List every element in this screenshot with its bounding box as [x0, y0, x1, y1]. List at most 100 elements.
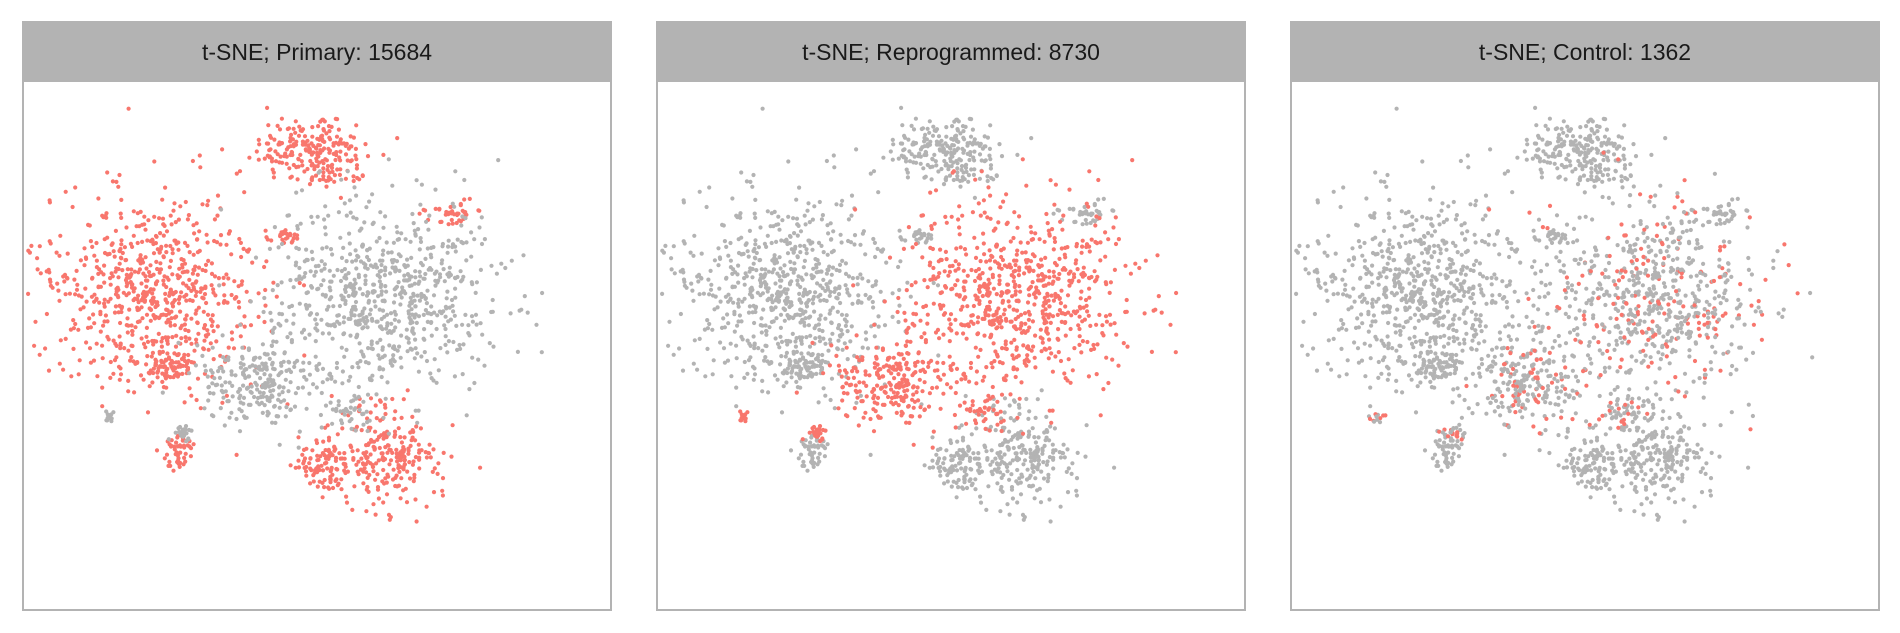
highlight-point — [141, 289, 146, 294]
highlight-point — [1077, 342, 1082, 347]
highlight-point — [376, 458, 381, 463]
highlight-point — [1013, 262, 1018, 268]
highlight-point — [894, 342, 899, 347]
highlight-point — [1033, 333, 1038, 338]
background-point — [925, 144, 930, 149]
background-point — [391, 300, 397, 305]
background-point — [291, 312, 296, 317]
highlight-point — [1085, 339, 1090, 345]
highlight-point — [912, 323, 917, 328]
background-point — [982, 134, 987, 139]
background-point — [716, 246, 721, 251]
background-point — [998, 509, 1003, 514]
highlight-point — [354, 123, 359, 128]
background-point — [784, 237, 789, 242]
highlight-point — [58, 338, 63, 343]
highlight-point — [154, 448, 160, 453]
background-point — [482, 237, 487, 242]
highlight-point — [173, 452, 178, 457]
background-point — [900, 123, 905, 128]
highlight-point — [875, 362, 880, 367]
background-point — [1013, 451, 1018, 456]
background-point — [785, 366, 790, 371]
highlight-point — [976, 412, 981, 417]
highlight-point — [1029, 348, 1034, 353]
background-point — [799, 341, 804, 346]
background-point — [408, 300, 413, 305]
background-point — [825, 267, 830, 272]
highlight-point — [928, 260, 933, 265]
background-point — [813, 290, 818, 295]
background-point — [935, 447, 941, 452]
background-point — [388, 361, 393, 366]
background-point — [819, 243, 824, 248]
background-point — [974, 426, 979, 431]
background-point — [349, 426, 354, 431]
background-point — [1074, 493, 1079, 498]
background-point — [786, 159, 791, 164]
highlight-point — [256, 137, 261, 142]
background-point — [212, 376, 217, 381]
background-point — [794, 336, 799, 341]
background-point — [995, 481, 1000, 486]
background-point — [931, 280, 936, 286]
highlight-point — [1100, 323, 1105, 328]
background-point — [487, 341, 492, 346]
background-point — [815, 443, 821, 448]
highlight-point — [87, 223, 92, 228]
highlight-point — [82, 246, 87, 251]
highlight-point — [151, 295, 156, 300]
highlight-point — [982, 374, 987, 379]
highlight-point — [351, 178, 356, 184]
highlight-point — [168, 258, 173, 263]
background-point — [803, 222, 808, 227]
background-point — [911, 140, 916, 145]
background-point — [811, 274, 816, 279]
highlight-point — [886, 394, 891, 400]
background-point — [802, 323, 807, 328]
highlight-point — [380, 479, 385, 484]
background-point — [453, 249, 458, 254]
background-point — [787, 357, 792, 362]
highlight-point — [923, 303, 929, 308]
highlight-point — [1050, 227, 1055, 232]
background-point — [109, 412, 114, 417]
highlight-point — [1071, 309, 1076, 314]
background-point — [1016, 433, 1021, 438]
highlight-point — [851, 375, 856, 380]
background-point — [323, 225, 328, 230]
background-point — [1005, 502, 1010, 507]
background-point — [854, 147, 859, 152]
highlight-point — [1065, 293, 1071, 298]
highlight-point — [286, 126, 292, 131]
background-point — [756, 245, 761, 250]
background-point — [996, 466, 1001, 471]
background-point — [1047, 455, 1052, 460]
background-point — [255, 387, 260, 392]
background-point — [903, 238, 908, 243]
background-point — [791, 250, 796, 255]
background-point — [210, 370, 215, 375]
highlight-point — [150, 380, 155, 385]
highlight-point — [811, 424, 817, 430]
highlight-point — [170, 247, 175, 252]
highlight-point — [1107, 312, 1113, 317]
highlight-point — [990, 254, 995, 259]
highlight-point — [1038, 335, 1043, 340]
highlight-point — [177, 464, 182, 469]
highlight-point — [363, 453, 368, 458]
background-point — [352, 277, 357, 282]
background-point — [1083, 454, 1088, 459]
background-point — [764, 328, 769, 334]
highlight-point — [205, 312, 211, 317]
background-point — [872, 334, 877, 339]
background-point — [798, 250, 803, 255]
highlight-point — [143, 227, 148, 232]
highlight-point — [321, 439, 326, 444]
highlight-point — [354, 166, 359, 171]
background-point — [1033, 440, 1038, 445]
background-point — [417, 247, 422, 252]
background-point — [374, 392, 379, 397]
highlight-point — [75, 282, 80, 287]
background-point — [203, 368, 208, 373]
